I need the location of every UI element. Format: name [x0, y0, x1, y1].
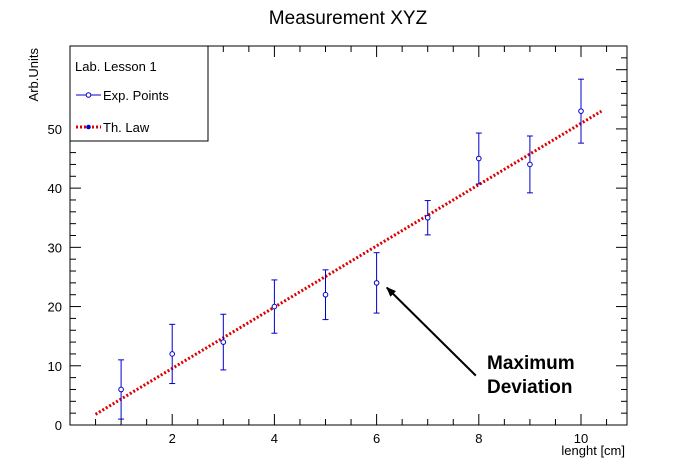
x-tick-label: 8 [475, 431, 482, 446]
series-exp-points [118, 78, 585, 420]
x-tick-label: 10 [574, 431, 588, 446]
legend-label-exp-points: Exp. Points [103, 88, 169, 103]
x-tick-label: 2 [169, 431, 176, 446]
y-tick-label: 40 [48, 181, 62, 196]
y-axis-label: Arb.Units [26, 48, 41, 102]
annotation-arrow [386, 286, 477, 377]
data-point [527, 161, 533, 168]
data-point [271, 303, 278, 310]
y-tick-label: 50 [48, 122, 62, 137]
data-point [373, 280, 380, 286]
x-tick-label: 4 [271, 431, 278, 446]
legend-header: Lab. Lesson 1 [75, 59, 157, 74]
data-point [169, 351, 176, 357]
legend-label-th-law: Th. Law [103, 120, 150, 135]
y-tick-label: 10 [48, 359, 62, 374]
data-point [118, 386, 124, 393]
y-tick-label: 20 [48, 300, 62, 315]
chart-title: Measurement XYZ [269, 8, 428, 29]
data-point [424, 214, 431, 221]
data-point [476, 155, 482, 162]
y-tick-label: 0 [55, 418, 62, 433]
data-point [578, 108, 584, 114]
x-tick-label: 6 [373, 431, 380, 446]
data-point [220, 339, 227, 345]
annotation: Maximum Deviation [386, 286, 575, 398]
data-point [322, 291, 329, 298]
legend-box [69, 45, 209, 142]
y-tick-label: 30 [48, 240, 62, 255]
legend: Lab. Lesson 1 Exp. Points Th. Law [69, 45, 209, 142]
annotation-line-2: Deviation [487, 377, 573, 398]
x-axis-label: lenght [cm] [561, 443, 625, 458]
legend-marker-th-law [86, 124, 91, 130]
annotation-line-1: Maximum [487, 353, 575, 374]
legend-marker-exp-points [85, 92, 92, 98]
